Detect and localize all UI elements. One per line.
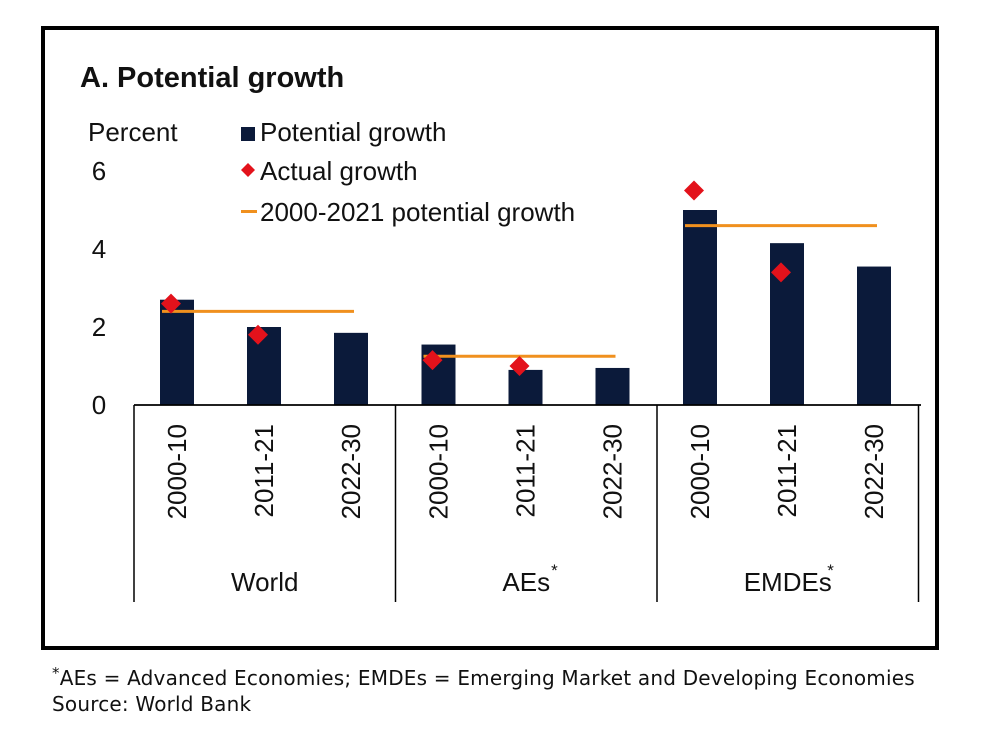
bar-potential-growth xyxy=(247,327,281,405)
marker-actual-growth xyxy=(422,350,443,371)
x-tick-label: 2011-21 xyxy=(772,424,802,518)
marker-actual-growth xyxy=(509,356,530,376)
legend-bar-swatch xyxy=(241,127,255,141)
bar-potential-growth xyxy=(595,367,630,405)
group-note-marker: * xyxy=(551,561,558,580)
x-tick-label: 2000-10 xyxy=(424,424,454,519)
legend-diamond-swatch xyxy=(241,163,255,177)
group-label: World xyxy=(231,567,298,597)
y-tick-label: 6 xyxy=(92,156,106,186)
group-label: AEs xyxy=(502,567,550,597)
x-tick-label: 2000-10 xyxy=(162,424,192,519)
footnote-marker: * xyxy=(52,664,60,682)
marker-actual-growth xyxy=(248,324,268,345)
legend-actual-growth: Actual growth xyxy=(260,156,418,186)
y-tick-label: 2 xyxy=(92,312,106,342)
bar-potential-growth xyxy=(334,332,368,405)
group-label: EMDEs xyxy=(744,567,832,597)
footnote-abbreviations: *AEs = Advanced Economies; EMDEs = Emerg… xyxy=(52,664,915,690)
x-tick-label: 2000-10 xyxy=(685,424,715,519)
footnote-source: Source: World Bank xyxy=(52,692,252,716)
x-tick-label: 2022-30 xyxy=(598,424,628,519)
bar-potential-growth xyxy=(421,344,456,405)
legend-period-average: 2000-2021 potential growth xyxy=(260,197,575,227)
legend-potential-growth: Potential growth xyxy=(260,117,446,147)
chart-title: A. Potential growth xyxy=(80,62,344,94)
x-tick-label: 2022-30 xyxy=(859,424,889,519)
chart-frame: A. Potential growth Percent 0 2 4 6 Potential … xyxy=(41,26,939,650)
bar-potential-growth xyxy=(508,369,543,405)
y-tick-label: 0 xyxy=(92,390,106,420)
potential-growth-chart: A. Potential growth Percent 0 2 4 6 Potential … xyxy=(80,62,921,602)
bar-potential-growth xyxy=(160,299,194,405)
group-note-marker: * xyxy=(827,561,834,580)
marker-actual-growth xyxy=(161,293,181,314)
x-tick-label: 2011-21 xyxy=(249,424,279,518)
y-axis-label: Percent xyxy=(88,117,178,147)
marker-actual-growth xyxy=(771,262,791,283)
x-tick-label: 2011-21 xyxy=(511,424,541,518)
marker-actual-growth xyxy=(684,180,704,201)
y-tick-label: 4 xyxy=(92,234,106,264)
bar-potential-growth xyxy=(857,266,891,405)
bar-potential-growth xyxy=(770,243,804,405)
bar-potential-growth xyxy=(683,210,717,405)
footnote-text: AEs = Advanced Economies; EMDEs = Emergi… xyxy=(59,666,915,690)
x-tick-label: 2022-30 xyxy=(336,424,366,519)
legend-hline-swatch xyxy=(241,210,257,213)
